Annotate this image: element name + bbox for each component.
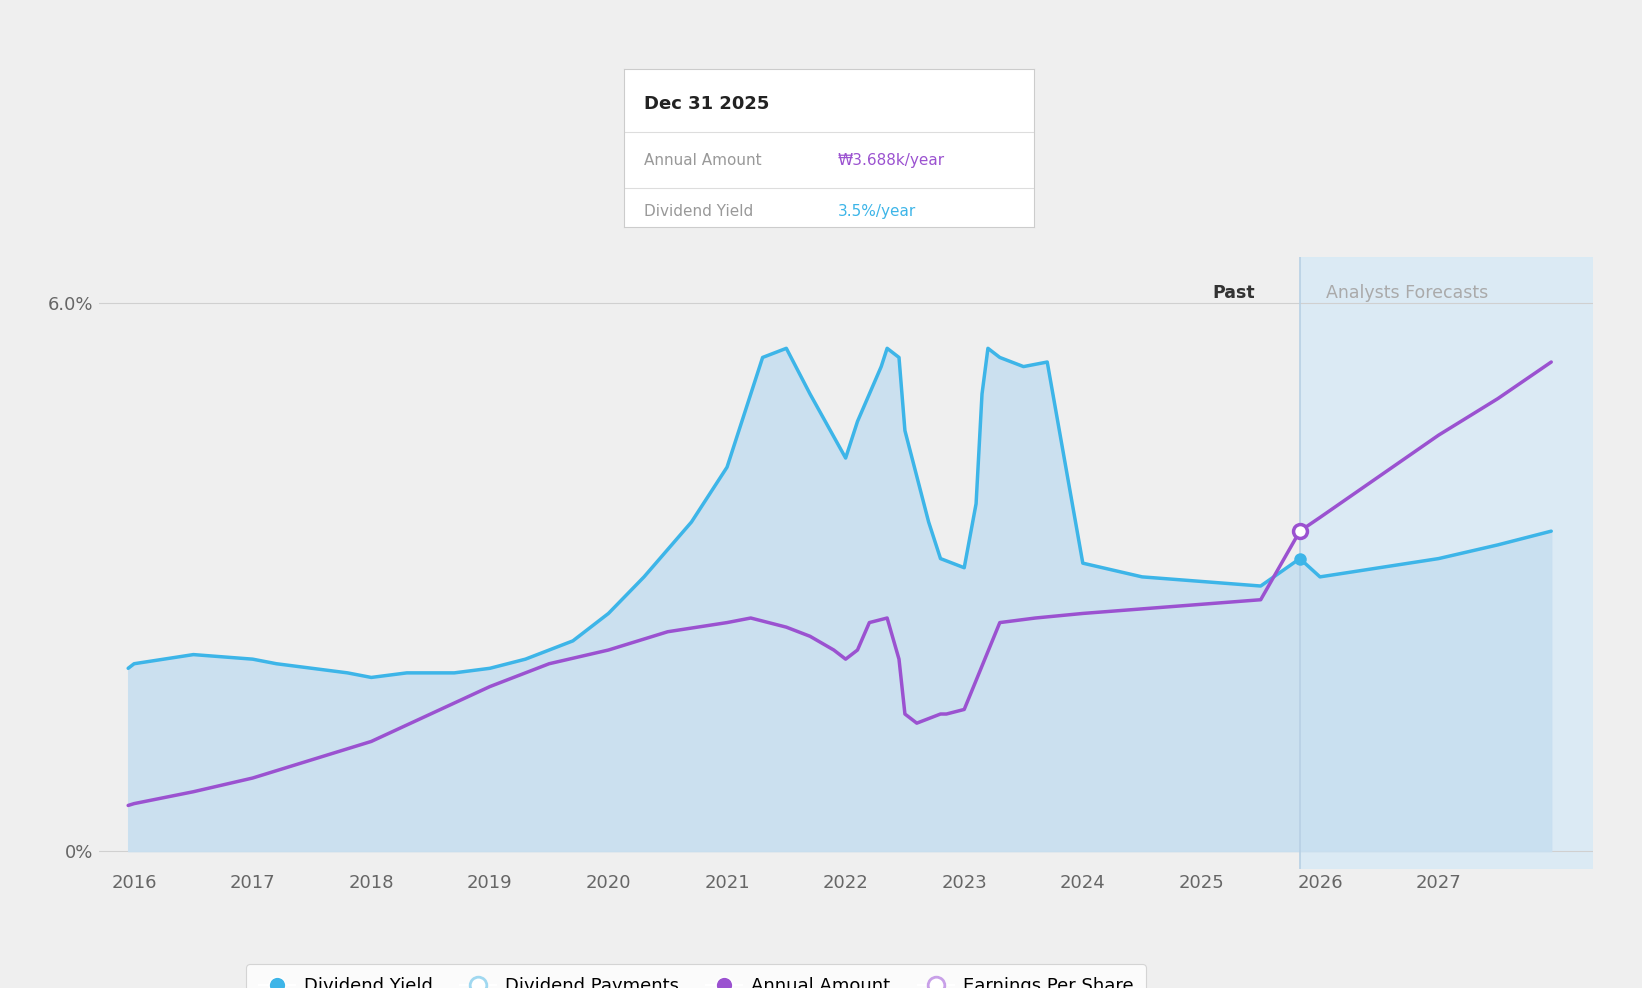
Text: 3.5%/year: 3.5%/year (837, 204, 916, 219)
Text: Dividend Yield: Dividend Yield (645, 204, 754, 219)
Legend: Dividend Yield, Dividend Payments, Annual Amount, Earnings Per Share: Dividend Yield, Dividend Payments, Annua… (246, 964, 1146, 988)
Text: Annual Amount: Annual Amount (645, 153, 762, 168)
Text: Dec 31 2025: Dec 31 2025 (645, 95, 770, 113)
Text: Analysts Forecasts: Analysts Forecasts (1325, 285, 1488, 302)
Text: Past: Past (1212, 285, 1254, 302)
Bar (1300, 257, 1593, 869)
Text: ₩3.688k/year: ₩3.688k/year (837, 153, 944, 168)
